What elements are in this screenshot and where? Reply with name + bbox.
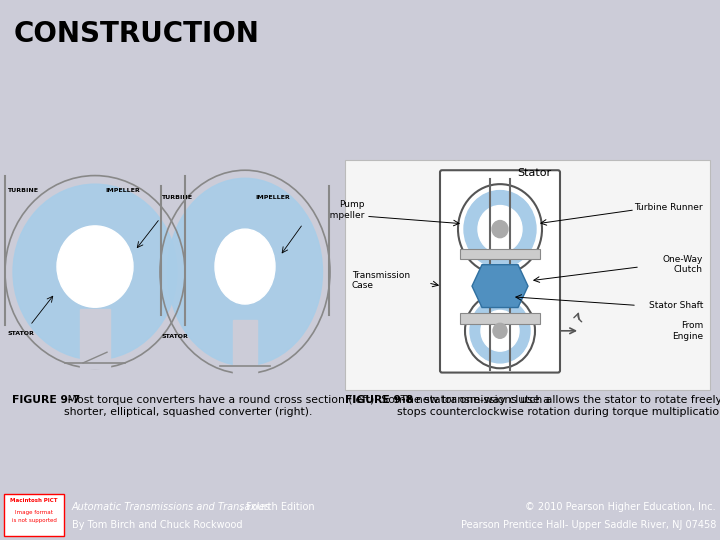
Text: The stator one-way clutch allows the stator to rotate freely during the coupling: The stator one-way clutch allows the sta… bbox=[397, 395, 720, 417]
Text: From
Engine: From Engine bbox=[672, 321, 703, 341]
Ellipse shape bbox=[215, 229, 275, 304]
Text: FIGURE 9-7: FIGURE 9-7 bbox=[12, 395, 80, 405]
Bar bbox=[233, 320, 257, 374]
Text: IMPELLER: IMPELLER bbox=[105, 188, 140, 193]
Text: TURBINE: TURBINE bbox=[7, 188, 38, 193]
Polygon shape bbox=[472, 265, 528, 307]
FancyBboxPatch shape bbox=[4, 494, 64, 536]
Text: Turbine Runner: Turbine Runner bbox=[634, 203, 703, 212]
Text: Image format: Image format bbox=[15, 510, 53, 515]
Circle shape bbox=[492, 220, 508, 238]
Text: Stator: Stator bbox=[518, 168, 552, 178]
Text: Pearson Prentice Hall- Upper Saddle River, NJ 07458: Pearson Prentice Hall- Upper Saddle Rive… bbox=[461, 520, 716, 530]
Circle shape bbox=[464, 191, 536, 268]
Text: is not supported: is not supported bbox=[12, 518, 56, 523]
Text: CONSTRUCTION: CONSTRUCTION bbox=[14, 21, 260, 49]
FancyBboxPatch shape bbox=[460, 313, 540, 323]
Text: TURBINE: TURBINE bbox=[161, 195, 192, 200]
Text: STATOR: STATOR bbox=[161, 334, 188, 339]
FancyBboxPatch shape bbox=[345, 159, 710, 390]
Text: One-Way
Clutch: One-Way Clutch bbox=[662, 255, 703, 274]
FancyBboxPatch shape bbox=[440, 170, 560, 373]
Text: Automatic Transmissions and Transaxles: Automatic Transmissions and Transaxles bbox=[72, 502, 271, 512]
Text: Transmission
Case: Transmission Case bbox=[352, 271, 410, 291]
Ellipse shape bbox=[168, 178, 323, 366]
Text: © 2010 Pearson Higher Education, Inc.: © 2010 Pearson Higher Education, Inc. bbox=[526, 502, 716, 512]
Text: Stator Shaft: Stator Shaft bbox=[649, 301, 703, 310]
Circle shape bbox=[458, 184, 542, 274]
Circle shape bbox=[465, 293, 535, 368]
Bar bbox=[80, 309, 110, 368]
Text: Pump
Impeller: Pump Impeller bbox=[328, 200, 365, 220]
Text: STATOR: STATOR bbox=[7, 331, 34, 336]
Circle shape bbox=[13, 184, 177, 360]
Text: IMPELLER: IMPELLER bbox=[255, 195, 289, 200]
Circle shape bbox=[57, 226, 133, 307]
Circle shape bbox=[470, 299, 530, 363]
Text: Most torque converters have a round cross section (left). Some new transmissions: Most torque converters have a round cros… bbox=[64, 395, 550, 417]
Text: FIGURE 9-8: FIGURE 9-8 bbox=[345, 395, 413, 405]
Circle shape bbox=[493, 323, 507, 338]
Text: , Fourth Edition: , Fourth Edition bbox=[240, 502, 315, 512]
Text: Macintosh PICT: Macintosh PICT bbox=[10, 498, 58, 503]
Circle shape bbox=[481, 310, 519, 351]
Text: By Tom Birch and Chuck Rockwood: By Tom Birch and Chuck Rockwood bbox=[72, 520, 243, 530]
FancyBboxPatch shape bbox=[460, 248, 540, 259]
Circle shape bbox=[478, 206, 522, 253]
